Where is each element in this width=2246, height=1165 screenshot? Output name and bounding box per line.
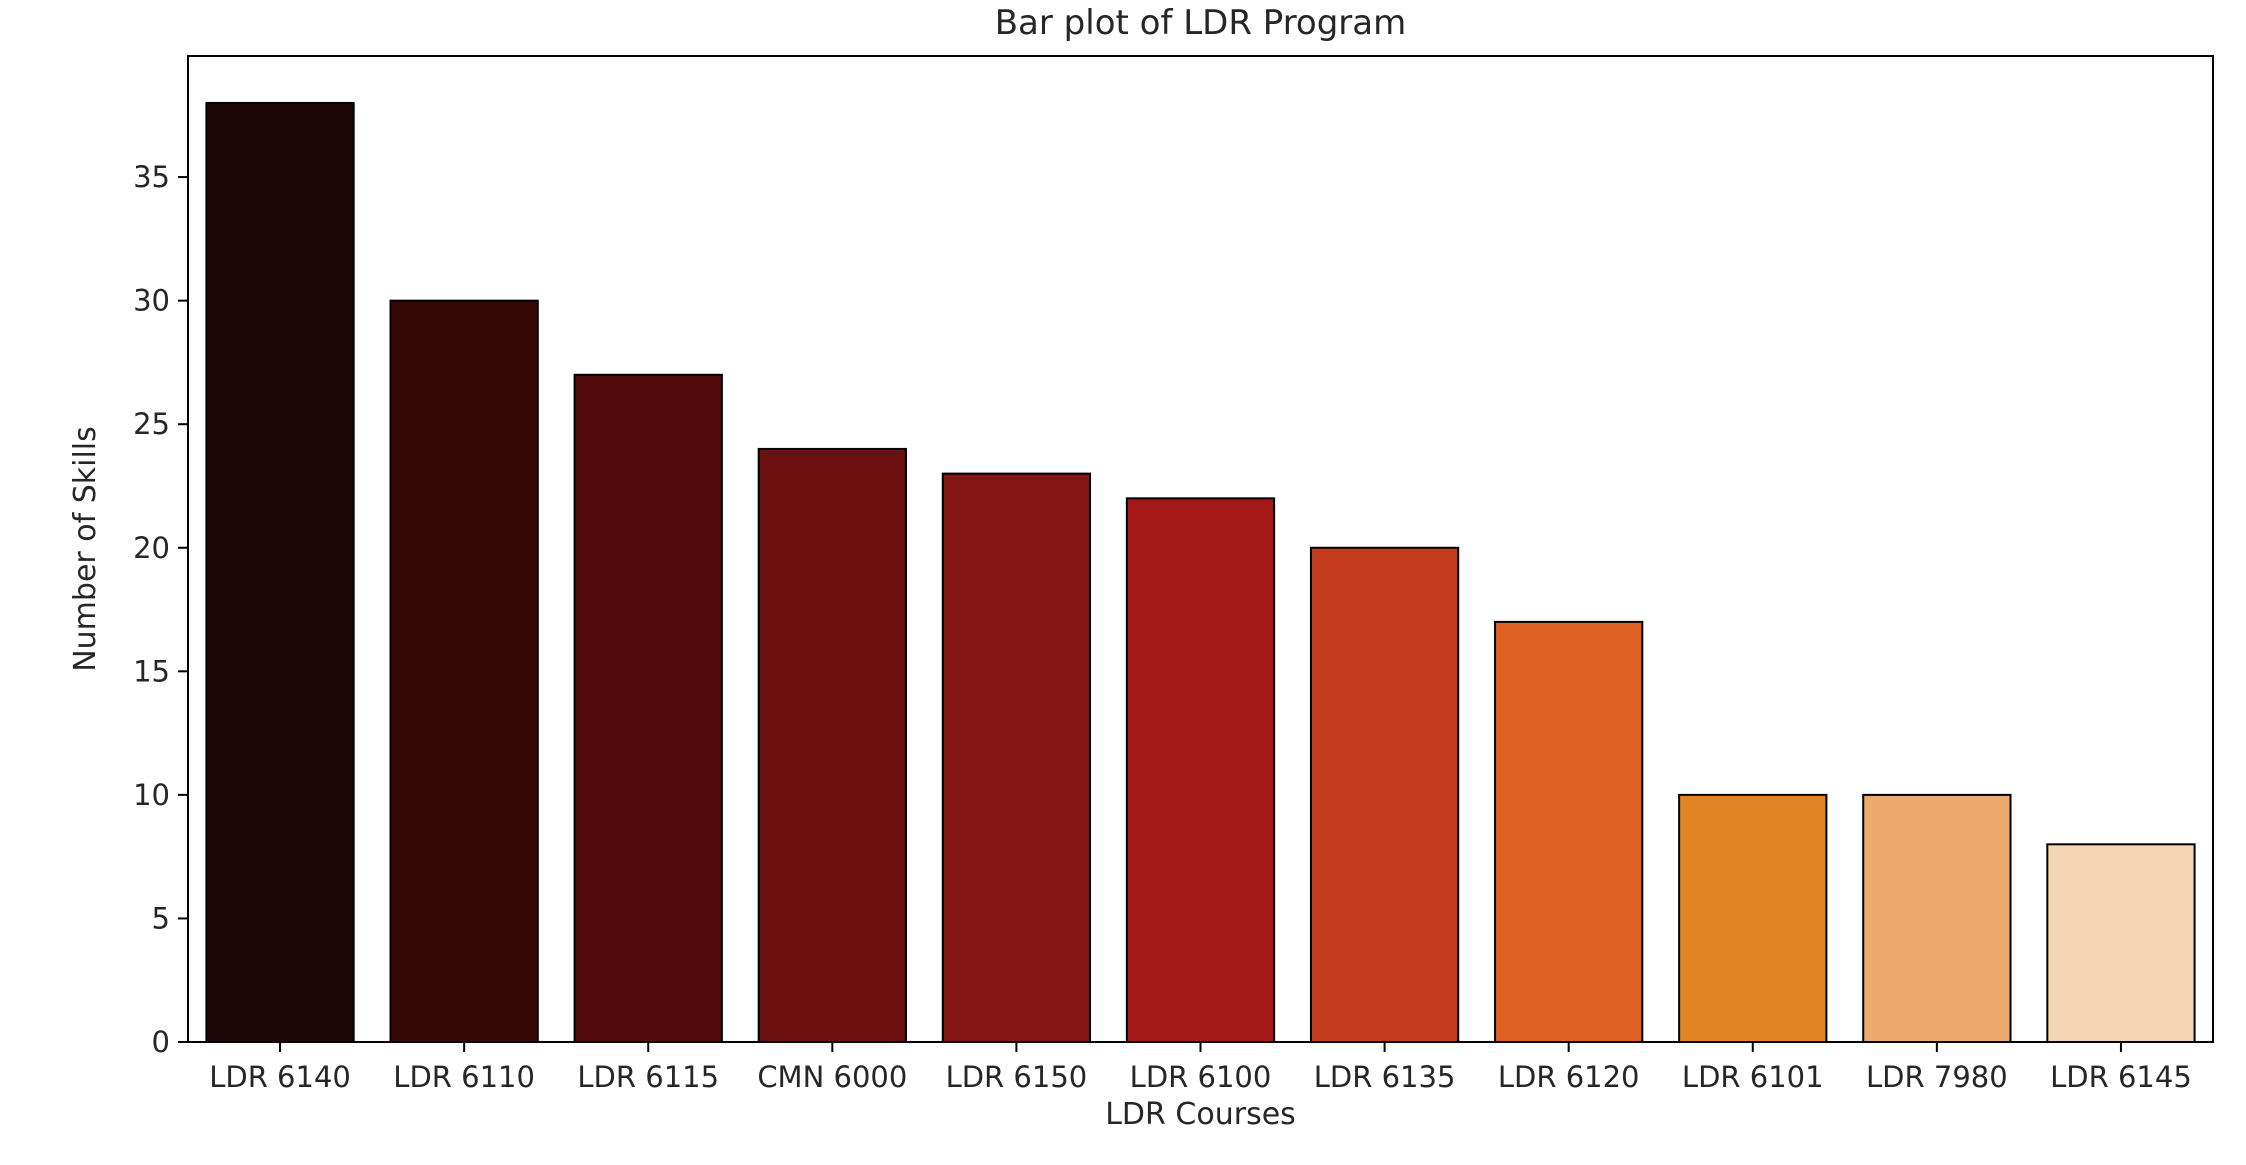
x-tick-label: LDR 6115 bbox=[577, 1060, 719, 1094]
x-tick-label: CMN 6000 bbox=[757, 1060, 907, 1094]
bar bbox=[2046, 843, 2196, 1044]
y-tick-label: 10 bbox=[133, 778, 170, 812]
bar bbox=[389, 299, 539, 1043]
y-tick-label: 5 bbox=[152, 901, 170, 935]
y-tick-label: 25 bbox=[133, 407, 170, 441]
bar bbox=[941, 472, 1092, 1043]
x-tick-label: LDR 7980 bbox=[1866, 1060, 2008, 1094]
x-tick-label: LDR 6120 bbox=[1498, 1060, 1640, 1094]
x-tick-label: LDR 6145 bbox=[2050, 1060, 2192, 1094]
bar bbox=[1678, 793, 1828, 1043]
bar bbox=[573, 373, 723, 1043]
x-tick-label: LDR 6101 bbox=[1682, 1060, 1824, 1094]
y-tick-label: 15 bbox=[133, 654, 170, 688]
y-axis-ticks: 0 5 10 15 20 25 30 35 bbox=[133, 160, 188, 1059]
x-tick-label: LDR 6150 bbox=[946, 1060, 1088, 1094]
x-axis-label: LDR Courses bbox=[1105, 1097, 1296, 1132]
bar bbox=[1309, 546, 1460, 1043]
y-tick-label: 30 bbox=[133, 284, 170, 318]
x-tick-label: LDR 6135 bbox=[1314, 1060, 1456, 1094]
bar bbox=[1125, 497, 1276, 1043]
x-tick-label: LDR 6110 bbox=[393, 1060, 535, 1094]
bar bbox=[1862, 793, 2012, 1043]
x-axis-ticks: LDR 6140 LDR 6110 LDR 6115 CMN 6000 LDR 6150… bbox=[209, 1042, 2192, 1094]
y-tick-label: 0 bbox=[152, 1025, 170, 1059]
bar bbox=[205, 101, 355, 1043]
bar bbox=[757, 447, 907, 1043]
x-tick-label: LDR 6140 bbox=[209, 1060, 351, 1094]
x-tick-label: LDR 6100 bbox=[1130, 1060, 1272, 1094]
chart-title: Bar plot of LDR Program bbox=[995, 3, 1407, 43]
bars-group bbox=[205, 101, 2196, 1044]
plot-frame bbox=[187, 55, 2214, 1043]
y-axis-label: Number of Skills bbox=[68, 426, 103, 672]
y-tick-label: 35 bbox=[133, 160, 170, 194]
y-tick-label: 20 bbox=[133, 531, 170, 565]
bar bbox=[1494, 620, 1644, 1043]
